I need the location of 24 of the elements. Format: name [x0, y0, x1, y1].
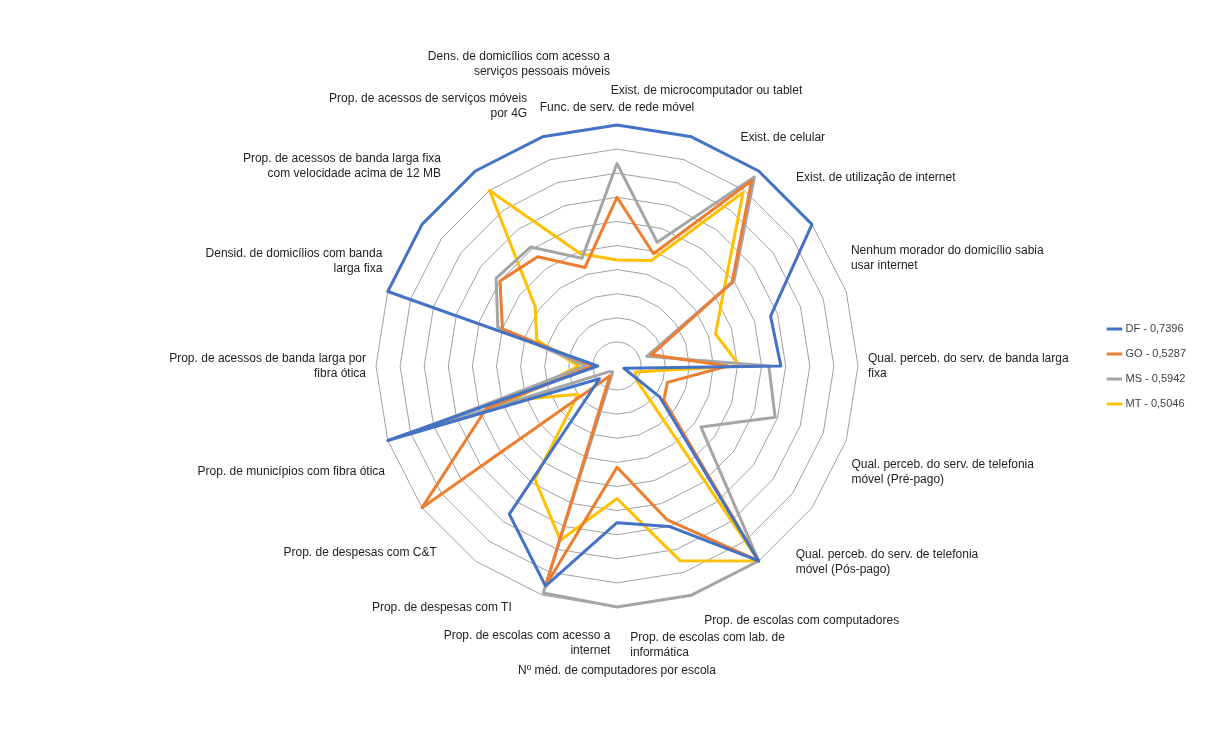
- spoke-label: Nº méd. de computadores por escola: [518, 662, 717, 677]
- spoke-label: Exist. de utilização de internet: [796, 170, 957, 185]
- spoke-label: Prop. de acessos de serviços móveis por 4G: [329, 90, 528, 120]
- spoke-label: Func. de serv. de rede móvel: [539, 99, 695, 114]
- legend-label: MT - 0,5046: [1125, 397, 1185, 410]
- spoke-label: Exist. de microcomputador ou tablet: [610, 82, 803, 97]
- spoke-label: Prop. de despesas com TI: [371, 599, 512, 614]
- spoke-label: Densid. de domicílios com banda larga fixa: [205, 245, 383, 275]
- legend-label: MS - 0,5942: [1125, 372, 1186, 385]
- spoke-label: Prop. de escolas com computadores: [704, 612, 900, 627]
- spoke-label: Qual. perceb. do serv. de banda larga fixa: [868, 350, 1069, 380]
- legend-label: GO - 0,5287: [1125, 347, 1187, 360]
- legend-label: DF - 0,7396: [1125, 322, 1184, 335]
- spoke-label: Exist. de celular: [740, 130, 826, 145]
- spoke-label: Prop. de escolas com acesso a internet: [443, 627, 612, 657]
- spoke-label: Qual. perceb. do serv. de telefonia móvel (Pré-pago): [851, 456, 1035, 486]
- spoke-label: Prop. de escolas com lab. de informática: [630, 629, 786, 659]
- spoke-label: Dens. de domicílios com acesso a serviços pessoais móveis: [427, 48, 611, 78]
- spoke-label: Prop. de acessos de banda larga por fibra ótica: [169, 350, 367, 380]
- spoke-label: Prop. de municípios com fibra ótica: [197, 464, 386, 479]
- spoke-label: Prop. de despesas com C&T: [283, 544, 438, 559]
- spoke-label: Nenhum morador do domicílio sabia usar internet: [850, 243, 1045, 273]
- spoke-label: Prop. de acessos de banda larga fixa com velocidade acima de 12 MB: [242, 150, 442, 180]
- spoke-label: Qual. perceb. do serv. de telefonia móvel (Pós-pago): [795, 546, 979, 576]
